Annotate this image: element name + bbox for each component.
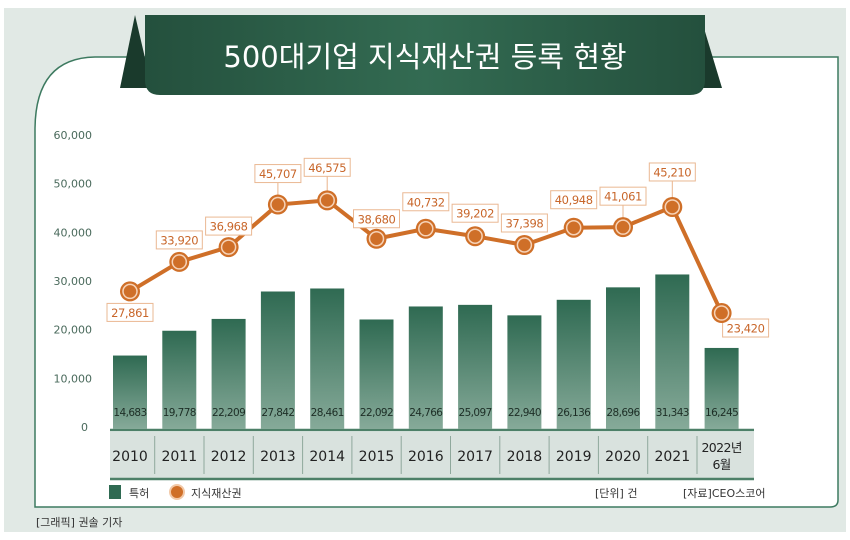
x-tick-label: 2013 <box>260 449 296 465</box>
legend-label-patent: 특허 <box>129 487 149 500</box>
title-banner: 500대기업 지식재산권 등록 현황 <box>120 15 722 95</box>
bar-patent <box>507 315 542 429</box>
y-tick-label: 60,000 <box>54 129 93 142</box>
y-tick-label: 30,000 <box>54 275 93 288</box>
legend-swatch-patent <box>109 485 121 499</box>
bar-value-label: 22,940 <box>508 407 541 419</box>
bar-value-label: 25,097 <box>459 407 492 419</box>
x-tick-label: 2022년 <box>701 440 741 455</box>
line-label-box <box>155 230 203 250</box>
bar-patent <box>704 347 739 429</box>
line-marker-ring <box>516 237 533 253</box>
x-tick-label: 2014 <box>309 449 345 465</box>
bar-patent <box>655 274 690 429</box>
line-value-label: 46,575 <box>308 161 346 175</box>
bar-value-label: 27,842 <box>261 407 294 419</box>
unit-note: [단위] 건 <box>595 487 637 500</box>
bar-patent <box>606 287 640 429</box>
bar-value-label: 26,136 <box>557 407 591 419</box>
line-label-box <box>550 190 598 210</box>
line-marker-ring <box>664 199 681 215</box>
y-tick-label: 50,000 <box>54 178 93 191</box>
bar-value-label: 28,696 <box>606 407 640 419</box>
bar-patent <box>556 299 591 429</box>
line-value-label: 41,061 <box>604 190 642 204</box>
line-label-box <box>599 186 647 206</box>
line-marker-ring <box>565 219 582 236</box>
bar-patent <box>260 291 295 429</box>
y-tick-label: 40,000 <box>54 226 93 239</box>
line-value-label: 33,920 <box>160 233 198 247</box>
bar-patent <box>408 306 443 429</box>
legend-label-ip: 지식재산권 <box>191 487 242 500</box>
y-tick-label: 10,000 <box>54 372 93 385</box>
x-tick-label: 2020 <box>605 449 641 465</box>
line-marker-ring <box>467 228 483 244</box>
line-marker-ring <box>615 219 631 235</box>
line-value-label: 23,420 <box>727 322 765 336</box>
y-tick-label: 0 <box>81 421 88 434</box>
line-marker-ring <box>368 231 385 247</box>
line-label-box <box>205 216 253 236</box>
x-tick-label: 2021 <box>654 449 690 465</box>
x-tick-label: 2010 <box>112 449 148 465</box>
line-marker-ring <box>220 239 237 255</box>
bar-patent <box>113 355 147 429</box>
line-value-label: 36,968 <box>210 220 248 234</box>
line-label-box <box>648 162 696 182</box>
bar-value-label: 31,343 <box>656 407 689 419</box>
bar-patent <box>211 318 246 429</box>
credit: [그래픽] 권솔 기자 <box>36 516 122 529</box>
line-value-label: 40,732 <box>407 195 445 209</box>
bar-value-label: 28,461 <box>311 407 344 419</box>
line-value-label: 27,861 <box>111 306 149 320</box>
x-tick-label: 2018 <box>507 449 543 465</box>
line-value-label: 38,680 <box>358 212 396 226</box>
line-value-label: 39,202 <box>456 207 494 221</box>
bar-value-label: 22,092 <box>360 407 393 419</box>
x-tick-label: 2011 <box>161 449 197 465</box>
chart-title: 500대기업 지식재산권 등록 현황 <box>223 40 626 74</box>
line-marker-ring <box>319 192 335 209</box>
x-axis-band <box>110 432 754 478</box>
line-marker-ring <box>713 305 730 321</box>
bar-value-label: 22,209 <box>212 407 245 419</box>
x-tick-label: 2012 <box>211 449 247 465</box>
line-label-box <box>722 318 770 338</box>
line-value-label: 45,210 <box>653 165 691 179</box>
line-value-label: 40,948 <box>555 193 593 207</box>
line-label-box <box>353 209 400 229</box>
bar-value-label: 16,245 <box>705 407 738 419</box>
x-tick-label: 2017 <box>457 449 493 465</box>
x-tick-label: 2015 <box>359 449 395 465</box>
line-label-box <box>500 213 548 233</box>
line-value-label: 37,398 <box>505 216 543 230</box>
bar-patent <box>458 304 493 429</box>
line-label-box <box>106 302 154 322</box>
y-tick-label: 20,000 <box>54 324 93 337</box>
line-marker-ring <box>418 221 434 237</box>
bar-value-label: 24,766 <box>409 407 443 419</box>
line-label-box <box>254 164 302 184</box>
line-marker-ring <box>270 196 286 213</box>
legend: 특허 지식재산권 <box>109 484 242 500</box>
x-tick-label: 6월 <box>712 457 730 472</box>
bar-value-label: 14,683 <box>113 407 146 419</box>
line-marker-ring <box>171 254 188 270</box>
x-tick-label: 2019 <box>556 449 592 465</box>
bar-patent <box>162 330 197 429</box>
line-value-label: 45,707 <box>259 167 297 181</box>
source-note: [자료]CEO스코어 <box>683 487 765 500</box>
line-marker-ring <box>122 283 138 300</box>
line-label-box <box>451 203 499 223</box>
line-label-box <box>303 157 351 177</box>
x-tick-label: 2016 <box>408 449 444 465</box>
legend-marker-ip <box>169 484 185 500</box>
bar-value-label: 19,778 <box>163 407 196 419</box>
line-label-box <box>402 192 450 212</box>
bar-patent <box>359 319 394 429</box>
bar-patent <box>310 288 345 429</box>
